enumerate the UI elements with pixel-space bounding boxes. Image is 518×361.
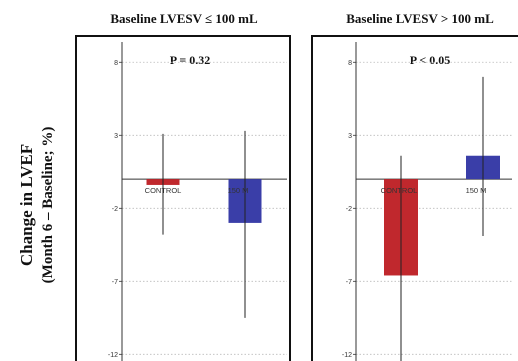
left-y-tick-label: 8 [114, 60, 118, 67]
left-category-label-150-m: 150 M [228, 186, 249, 195]
panel-left-p-value: P = 0.32 [170, 53, 211, 67]
right-y-tick-label: 3 [348, 133, 352, 140]
y-axis-label-line1: Change in LVEF [17, 144, 36, 266]
right-y-tick-label: 8 [348, 60, 352, 67]
right-category-label-control: CONTROL [381, 186, 418, 195]
left-y-tick-label: 3 [114, 133, 118, 140]
panel-right: Baseline LVESV > 100 mL P < 0.05 8 3 -2 -7 -… [311, 11, 518, 361]
panel-left: Baseline LVESV ≤ 100 mL P = 0.32 8 3 -2 -7 -… [75, 11, 291, 361]
left-y-tick-label: -7 [112, 279, 118, 286]
right-category-label-150-m: 150 M [466, 186, 487, 195]
left-y-tick-label: -2 [112, 206, 118, 213]
left-category-label-control: CONTROL [145, 186, 182, 195]
panel-left-title: Baseline LVESV ≤ 100 mL [110, 11, 258, 26]
panel-right-p-value: P < 0.05 [410, 53, 451, 67]
right-y-tick-label: -2 [346, 206, 352, 213]
y-axis-label-line2: (Month 6 – Baseline; %) [40, 127, 56, 284]
left-y-tick-label: -12 [108, 352, 118, 359]
right-y-tick-label: -7 [346, 279, 352, 286]
panel-right-title: Baseline LVESV > 100 mL [346, 11, 494, 26]
right-y-tick-label: -12 [342, 352, 352, 359]
